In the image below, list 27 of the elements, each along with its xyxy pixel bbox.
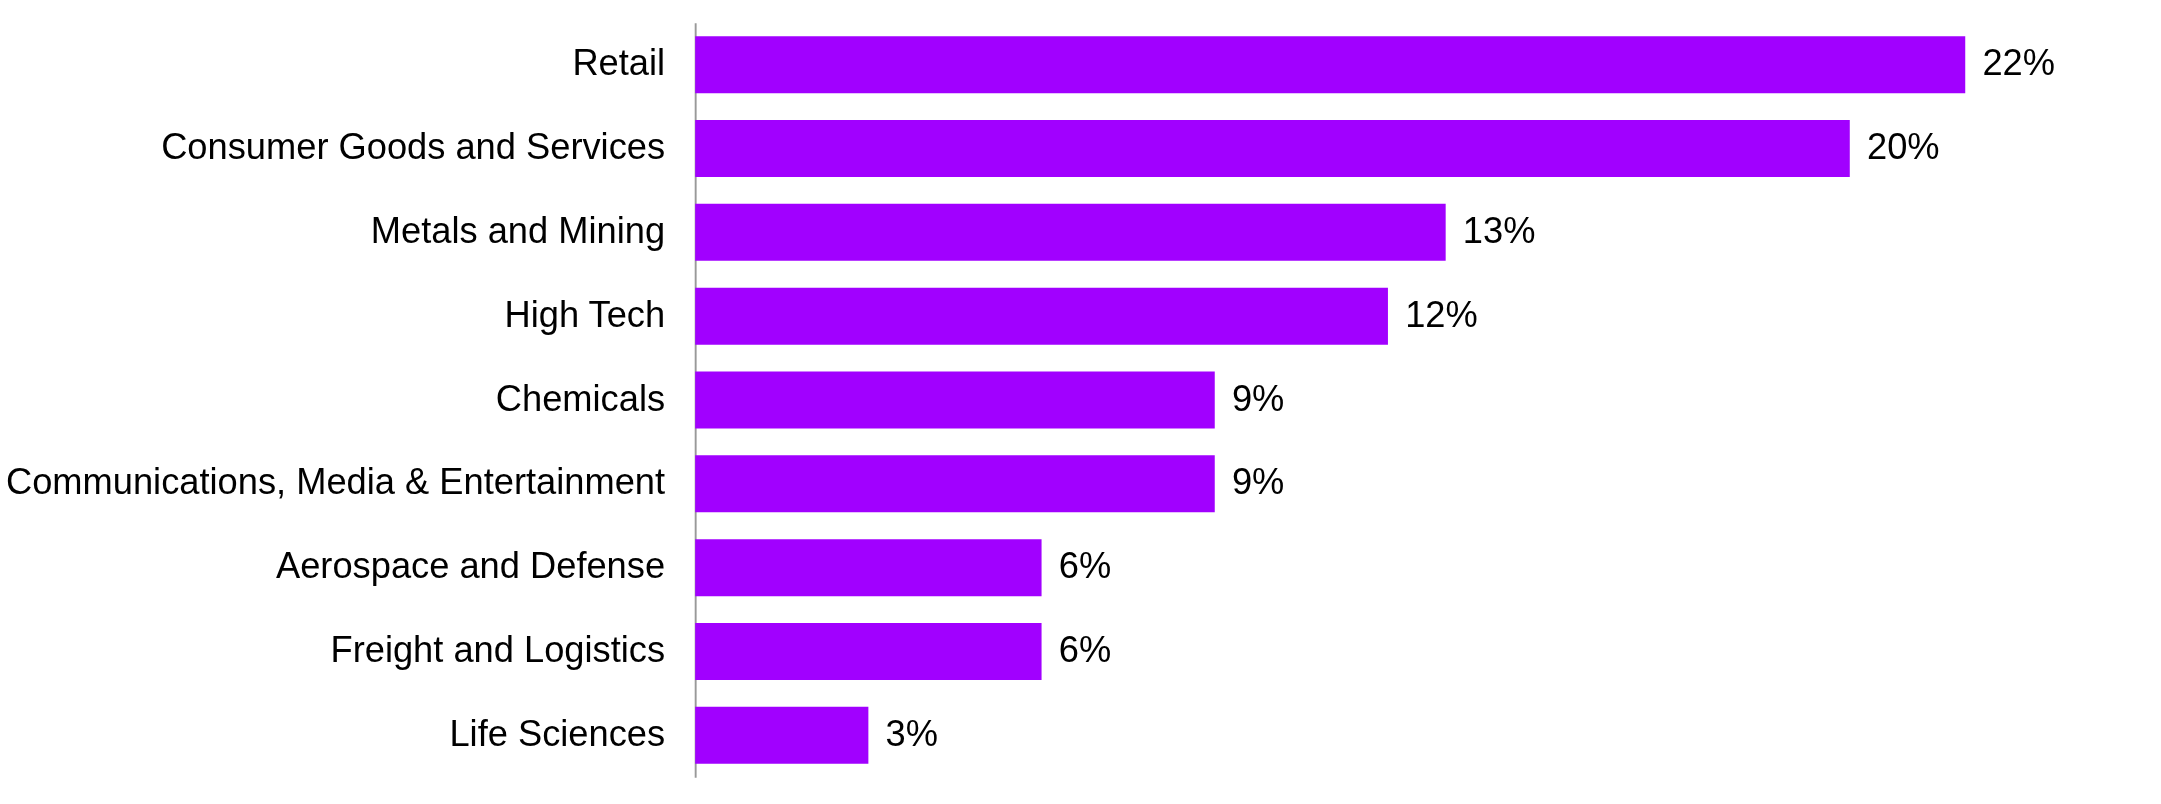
y-tick-label: High Tech: [504, 293, 666, 335]
data-label: 22%: [1982, 42, 2056, 84]
bar: [695, 455, 1215, 513]
data-label: 6%: [1058, 545, 1112, 587]
y-tick-label: Aerospace and Defense: [275, 545, 666, 587]
bar: [695, 539, 1042, 597]
bar: [695, 36, 1966, 94]
bar: [695, 203, 1446, 261]
data-label: 3%: [885, 712, 938, 754]
data-label: 20%: [1866, 126, 1940, 168]
y-tick-label: Chemicals: [495, 377, 666, 419]
bar: [695, 287, 1388, 345]
bar: [695, 622, 1042, 680]
y-tick-label: Retail: [572, 42, 666, 84]
data-label: 13%: [1462, 209, 1536, 251]
y-tick-label: Freight and Logistics: [330, 628, 666, 670]
y-tick-label: Communications, Media & Entertainment: [5, 461, 666, 503]
bar: [695, 120, 1850, 178]
bar: [695, 706, 869, 764]
data-label: 6%: [1058, 628, 1112, 670]
data-label: 12%: [1405, 293, 1478, 335]
bar: [695, 371, 1215, 429]
data-label: 9%: [1231, 461, 1285, 503]
y-tick-label: Life Sciences: [449, 712, 666, 754]
data-label: 9%: [1231, 377, 1285, 419]
y-tick-label: Metals and Mining: [370, 209, 666, 251]
y-tick-label: Consumer Goods and Services: [161, 126, 666, 168]
